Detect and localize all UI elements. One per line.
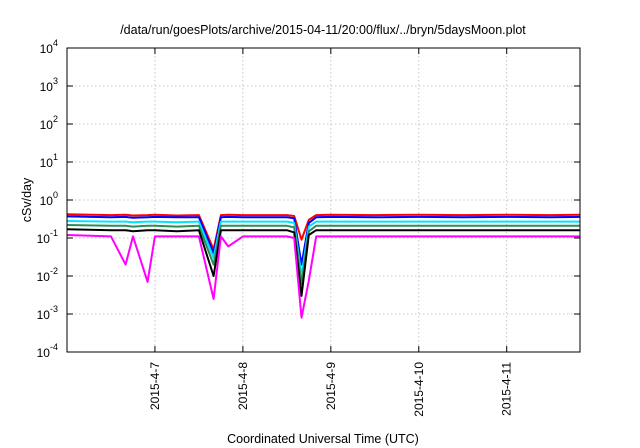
y-tick-label: 10-4 [37,342,58,360]
y-tick-label: 10-3 [37,304,58,322]
grid [67,48,580,352]
series-line-4 [66,224,580,286]
y-tick-label: 100 [40,190,58,208]
y-tick-label: 101 [40,152,58,170]
x-axis-label: Coordinated Universal Time (UTC) [227,432,419,446]
x-axis: 2015-4-7 2015-4-8 2015-4-9 2015-4-10 2015-4-… [148,48,514,417]
x-tick-label: 2015-4-10 [412,362,426,417]
x-tick-label: 2015-4-11 [500,362,514,416]
y-tick-label: 103 [40,76,58,94]
y-axis: 10-4 10-3 10-2 10-1 100 101 102 103 104 [37,38,580,360]
x-tick-label: 2015-4-7 [148,362,162,410]
chart-title: /data/run/goesPlots/archive/2015-04-11/2… [120,23,526,37]
series-line-2 [66,215,581,266]
y-tick-label: 104 [40,38,58,56]
x-tick-label: 2015-4-8 [236,362,250,410]
y-tick-label: 10-2 [37,266,58,284]
y-tick-label: 10-1 [37,228,58,246]
y-tick-label: 102 [40,114,58,132]
series-line-6 [66,234,580,319]
series-line-5 [66,228,580,297]
x-tick-label: 2015-4-9 [324,362,338,410]
series-layer [66,213,581,319]
y-axis-label: cSv/day [20,177,34,222]
series-line-3 [66,220,580,277]
series-line-1 [66,213,581,251]
